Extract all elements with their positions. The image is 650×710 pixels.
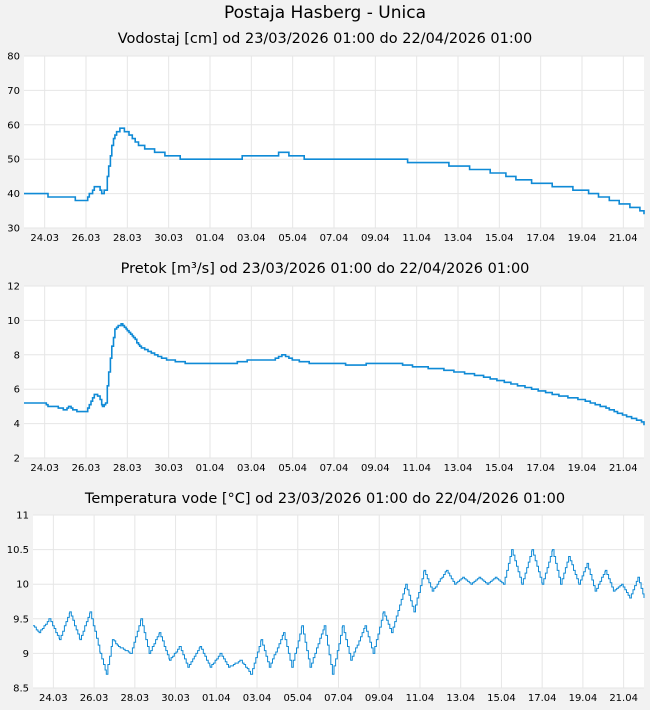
x-tick-label: 03.04 [243, 693, 272, 704]
x-tick-label: 19.04 [568, 463, 597, 474]
x-tick-label: 05.04 [278, 233, 307, 244]
x-tick-label: 26.03 [72, 463, 101, 474]
y-tick-label: 11 [16, 511, 29, 522]
x-tick-label: 09.04 [361, 233, 390, 244]
y-tick-label: 8.5 [13, 684, 29, 695]
x-tick-label: 13.04 [446, 693, 475, 704]
x-tick-label: 17.04 [526, 233, 555, 244]
x-tick-label: 21.04 [609, 233, 638, 244]
y-tick-label: 30 [7, 224, 20, 235]
x-tick-label: 11.04 [406, 693, 435, 704]
x-tick-label: 28.03 [121, 693, 150, 704]
x-tick-label: 17.04 [526, 463, 555, 474]
x-tick-label: 07.04 [320, 463, 349, 474]
x-tick-label: 15.04 [487, 693, 516, 704]
x-tick-label: 19.04 [568, 233, 597, 244]
x-tick-label: 05.04 [283, 693, 312, 704]
x-tick-label: 13.04 [444, 233, 473, 244]
x-tick-label: 01.04 [196, 233, 225, 244]
x-tick-label: 19.04 [569, 693, 598, 704]
x-tick-label: 09.04 [365, 693, 394, 704]
x-tick-label: 24.03 [30, 463, 59, 474]
x-tick-label: 07.04 [320, 233, 349, 244]
x-tick-label: 01.04 [202, 693, 231, 704]
chart-title-flow: Pretok [m³/s] od 23/03/2026 01:00 do 22/… [120, 261, 530, 277]
station-title: Postaja Hasberg - Unica [224, 3, 426, 23]
x-tick-label: 28.03 [113, 463, 142, 474]
x-tick-label: 07.04 [324, 693, 353, 704]
x-tick-label: 03.04 [237, 233, 266, 244]
y-tick-label: 12 [7, 282, 20, 293]
y-tick-label: 60 [7, 120, 20, 131]
x-tick-label: 11.04 [402, 463, 431, 474]
x-tick-label: 17.04 [528, 693, 557, 704]
x-tick-label: 24.03 [30, 233, 59, 244]
y-tick-label: 2 [14, 454, 20, 465]
chart-level: 30 40 50 60 70 80 24.03 26.03 28.03 30.03 01.04 03.… [7, 52, 645, 244]
x-tick-label: 15.04 [485, 463, 514, 474]
y-tick-label: 40 [7, 189, 20, 200]
x-tick-label: 13.04 [444, 463, 473, 474]
y-tick-label: 9.5 [13, 614, 29, 625]
y-tick-label: 70 [7, 86, 20, 97]
y-tick-label: 10 [7, 316, 20, 327]
x-tick-label: 01.04 [196, 463, 225, 474]
x-tick-label: 15.04 [485, 233, 514, 244]
y-tick-label: 4 [14, 419, 20, 430]
chart-title-level: Vodostaj [cm] od 23/03/2026 01:00 do 22/… [117, 31, 533, 47]
x-tick-label: 30.03 [161, 693, 190, 704]
y-tick-label: 10 [16, 580, 29, 591]
y-tick-label: 9 [23, 649, 29, 660]
chart-temperature: 8.5 9 9.5 10 10.5 11 24.03 26.03 28.03 30.03 01.04… [7, 511, 645, 704]
x-tick-label: 09.04 [361, 463, 390, 474]
series-line-pretok [24, 323, 645, 426]
y-tick-label: 10.5 [7, 545, 29, 556]
y-tick-label: 6 [14, 385, 20, 396]
chart-title-temperature: Temperatura vode [°C] od 23/03/2026 01:0… [84, 491, 566, 507]
x-tick-label: 11.04 [402, 233, 431, 244]
chart-flow: 2 4 6 8 10 12 24.03 26.03 28.03 30.03 01.04 03.04 05… [7, 282, 645, 474]
y-tick-label: 8 [14, 350, 20, 361]
x-tick-label: 24.03 [39, 693, 68, 704]
series-line-vodostaj [24, 127, 645, 215]
y-tick-label: 80 [7, 52, 20, 63]
x-tick-label: 30.03 [154, 233, 183, 244]
x-tick-label: 26.03 [80, 693, 109, 704]
x-tick-label: 21.04 [609, 693, 638, 704]
y-tick-label: 50 [7, 155, 20, 166]
x-tick-label: 03.04 [237, 463, 266, 474]
x-tick-label: 30.03 [154, 463, 183, 474]
x-tick-label: 26.03 [72, 233, 101, 244]
x-tick-label: 05.04 [278, 463, 307, 474]
x-tick-label: 21.04 [609, 463, 638, 474]
series-line-temperatura [33, 549, 645, 675]
x-tick-label: 28.03 [113, 233, 142, 244]
